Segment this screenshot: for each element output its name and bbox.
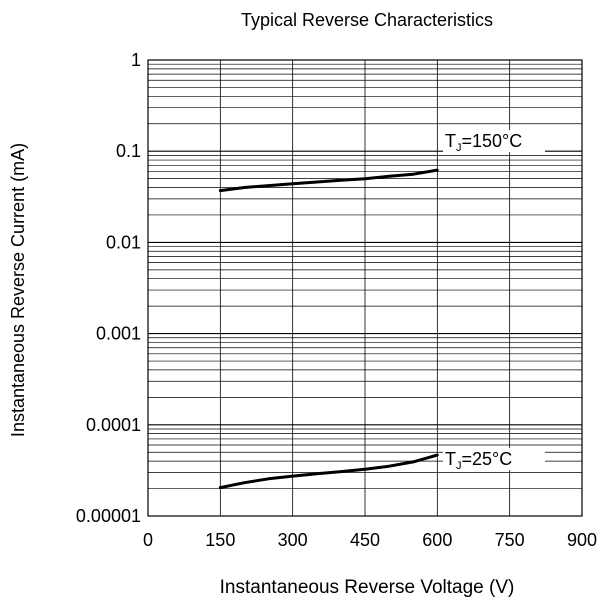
- series-line: [218, 168, 439, 193]
- x-tick-label: 600: [422, 530, 452, 550]
- y-tick-label: 0.1: [116, 141, 141, 161]
- y-axis-label: Instantaneous Reverse Current (mA): [8, 143, 28, 437]
- series-label: TJ=150°C: [445, 131, 522, 154]
- x-tick-label: 450: [350, 530, 380, 550]
- x-tick-label: 750: [495, 530, 525, 550]
- x-tick-label: 0: [143, 530, 153, 550]
- y-tick-label: 0.01: [106, 232, 141, 252]
- plot-frame: [147, 59, 583, 517]
- series-line: [218, 453, 439, 490]
- curves: [218, 168, 439, 490]
- grid: [148, 60, 582, 516]
- x-tick-label: 300: [278, 530, 308, 550]
- x-tick-label: 150: [205, 530, 235, 550]
- series-label: TJ=25°C: [445, 449, 512, 472]
- y-tick-label: 0.0001: [86, 415, 141, 435]
- y-tick-label: 1: [131, 50, 141, 70]
- y-tick-labels: 0.00001 0.0001 0.001 0.01 0.1 1: [76, 50, 141, 526]
- x-tick-label: 900: [567, 530, 597, 550]
- series-label-bg: [443, 130, 545, 153]
- x-axis-label: Instantaneous Reverse Voltage (V): [220, 577, 515, 598]
- series-label-bg: [443, 448, 545, 471]
- y-tick-label: 0.00001: [76, 506, 141, 526]
- x-tick-labels: 0 150 300 450 600 750 900: [143, 530, 597, 550]
- chart-title: Typical Reverse Characteristics: [241, 10, 493, 30]
- series-labels: TJ=150°C TJ=25°C: [443, 130, 545, 472]
- y-tick-label: 0.001: [96, 324, 141, 344]
